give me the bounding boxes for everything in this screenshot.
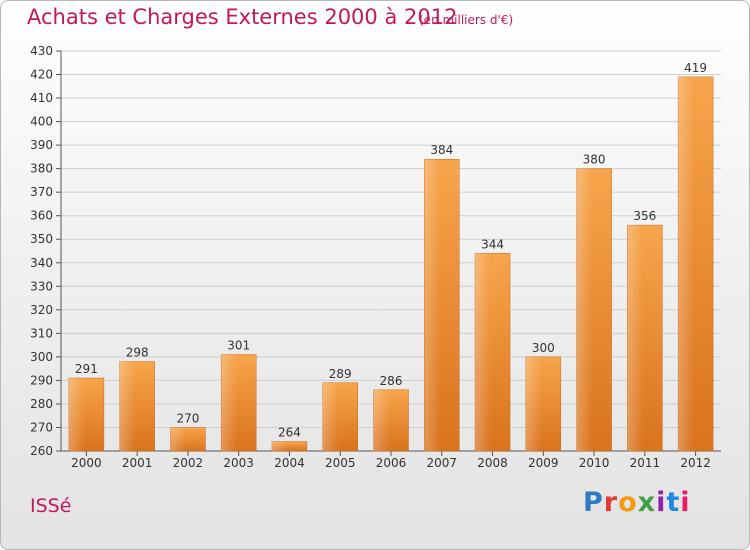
data-label: 264: [278, 426, 301, 440]
x-tick-label: 2009: [528, 456, 559, 470]
bar-highlight: [373, 389, 390, 451]
y-tick-label: 280: [30, 397, 53, 411]
x-tick-label: 2000: [71, 456, 102, 470]
y-tick-label: 320: [30, 303, 53, 317]
x-tick-label: 2006: [376, 456, 407, 470]
bar-highlight: [271, 441, 288, 451]
x-tick-label: 2012: [680, 456, 711, 470]
bar-highlight: [322, 382, 339, 451]
y-tick-label: 310: [30, 326, 53, 340]
logo-letter: i: [656, 487, 667, 518]
y-tick-label: 380: [30, 162, 53, 176]
data-label: 344: [481, 237, 504, 251]
y-tick-label: 360: [30, 209, 53, 223]
data-label: 419: [684, 61, 707, 75]
y-tick-label: 410: [30, 91, 53, 105]
logo-letter: r: [603, 487, 619, 518]
y-tick-label: 330: [30, 279, 53, 293]
bar-highlight: [119, 361, 136, 451]
logo-letter: P: [583, 487, 604, 518]
data-label: 356: [633, 209, 656, 223]
x-tick-label: 2002: [173, 456, 204, 470]
x-tick-label: 2010: [579, 456, 610, 470]
data-label: 298: [126, 346, 149, 360]
y-tick-label: 420: [30, 68, 53, 82]
proxiti-logo: Proxiti: [583, 487, 691, 518]
y-tick-label: 270: [30, 420, 53, 434]
bar-highlight: [170, 427, 187, 451]
logo-letter: x: [637, 487, 657, 518]
chart-subtitle: (en milliers d'€): [419, 13, 514, 27]
y-tick-label: 430: [30, 44, 53, 58]
bar-highlight: [576, 168, 593, 451]
data-label: 301: [227, 339, 250, 353]
y-tick-label: 300: [30, 350, 53, 364]
logo-letter: i: [680, 487, 691, 518]
city-name: ISSé: [30, 495, 72, 517]
x-tick-label: 2007: [426, 456, 457, 470]
data-label: 300: [532, 341, 555, 355]
bar-highlight: [678, 76, 694, 451]
data-label: 291: [75, 362, 98, 376]
logo-letter: t: [666, 487, 681, 518]
bar-highlight: [627, 225, 644, 451]
y-tick-label: 390: [30, 138, 53, 152]
x-tick-label: 2001: [122, 456, 153, 470]
chart-title: Achats et Charges Externes 2000 à 2012: [27, 5, 458, 29]
x-tick-label: 2008: [477, 456, 508, 470]
y-tick-label: 340: [30, 256, 53, 270]
y-tick-label: 260: [30, 444, 53, 458]
data-label: 289: [329, 367, 352, 381]
y-tick-label: 290: [30, 373, 53, 387]
y-tick-label: 400: [30, 115, 53, 129]
bar-highlight: [424, 159, 441, 451]
x-tick-label: 2005: [325, 456, 356, 470]
bar-highlight: [221, 354, 237, 451]
x-tick-label: 2003: [223, 456, 254, 470]
bar-highlight: [475, 253, 491, 451]
logo-letter: o: [618, 487, 638, 518]
data-label: 380: [583, 153, 606, 167]
bar-highlight: [68, 378, 85, 451]
data-label: 384: [430, 143, 453, 157]
bar-highlight: [525, 356, 542, 451]
x-tick-label: 2011: [630, 456, 661, 470]
y-tick-label: 370: [30, 185, 53, 199]
data-label: 286: [380, 374, 403, 388]
x-tick-label: 2004: [274, 456, 305, 470]
y-tick-label: 350: [30, 232, 53, 246]
data-label: 270: [176, 411, 199, 425]
